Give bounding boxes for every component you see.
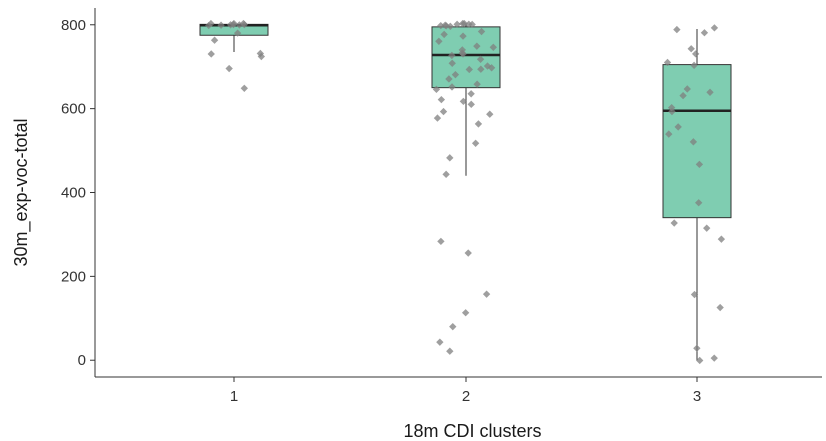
data-point <box>665 130 673 138</box>
data-point <box>473 80 481 88</box>
data-point <box>487 64 496 72</box>
data-point <box>451 70 460 79</box>
box-iqr <box>662 64 732 219</box>
data-point <box>448 59 456 67</box>
data-point <box>703 224 711 232</box>
data-point <box>467 100 475 109</box>
data-point <box>679 91 687 100</box>
data-point <box>670 219 678 227</box>
x-axis-title: 18m CDI clusters <box>403 421 541 441</box>
data-point <box>465 65 473 74</box>
data-point <box>448 51 456 60</box>
points-group-3 <box>663 24 726 365</box>
data-point <box>437 21 445 30</box>
data-point <box>439 107 448 116</box>
data-point <box>696 356 704 365</box>
data-point <box>474 120 483 128</box>
data-point <box>692 50 700 58</box>
data-point <box>717 235 726 243</box>
data-point <box>693 344 701 352</box>
data-point <box>225 64 233 73</box>
data-point <box>473 42 481 50</box>
data-point <box>683 85 691 93</box>
data-point <box>446 154 454 162</box>
data-point <box>486 110 494 118</box>
data-point <box>437 237 445 246</box>
box-group-1 <box>199 23 269 53</box>
data-point <box>459 50 467 58</box>
data-point <box>471 139 480 147</box>
y-tick-label: 0 <box>78 352 86 369</box>
data-point <box>695 199 703 207</box>
data-point <box>700 29 709 37</box>
data-point <box>441 21 449 29</box>
data-point <box>433 114 442 122</box>
data-point <box>482 290 491 298</box>
data-point <box>448 83 456 91</box>
points-group-2 <box>432 19 497 355</box>
data-point <box>461 309 470 317</box>
data-point <box>706 88 714 96</box>
data-point <box>460 19 468 28</box>
data-point <box>690 290 699 299</box>
x-tick-label: 3 <box>693 388 701 405</box>
data-point <box>477 27 486 36</box>
y-tick-label: 800 <box>61 17 86 34</box>
data-point <box>207 50 215 58</box>
data-point <box>446 22 454 31</box>
data-point <box>210 36 219 44</box>
data-point <box>436 338 444 346</box>
data-point <box>710 354 718 362</box>
data-point <box>446 347 454 355</box>
data-point <box>442 170 450 179</box>
data-point <box>689 138 698 146</box>
data-point <box>710 24 719 32</box>
x-tick-label: 1 <box>230 388 238 405</box>
y-tick-label: 400 <box>61 185 86 202</box>
data-point <box>449 322 457 331</box>
data-point <box>674 123 682 131</box>
data-point <box>240 84 248 92</box>
data-point <box>468 20 476 29</box>
data-point <box>477 65 485 73</box>
data-point <box>459 97 468 106</box>
data-point <box>663 58 672 67</box>
data-point <box>673 25 681 34</box>
x-axis-ticks: 1 2 3 <box>230 377 701 405</box>
y-tick-label: 600 <box>61 101 86 118</box>
data-point <box>464 249 472 257</box>
data-point <box>230 19 238 28</box>
y-axis-title: 30m_exp-voc-total <box>11 118 32 266</box>
plot-area <box>199 19 732 365</box>
data-point <box>489 43 497 51</box>
data-point <box>716 303 724 312</box>
data-point <box>440 30 448 39</box>
data-point <box>459 32 467 40</box>
y-axis-ticks: 0 200 400 600 800 <box>61 17 95 369</box>
y-tick-label: 200 <box>61 268 86 285</box>
data-point <box>687 45 695 53</box>
data-point <box>467 90 475 98</box>
x-tick-label: 2 <box>462 388 470 405</box>
data-point <box>476 55 485 63</box>
data-point <box>257 52 266 61</box>
data-point <box>437 95 446 104</box>
